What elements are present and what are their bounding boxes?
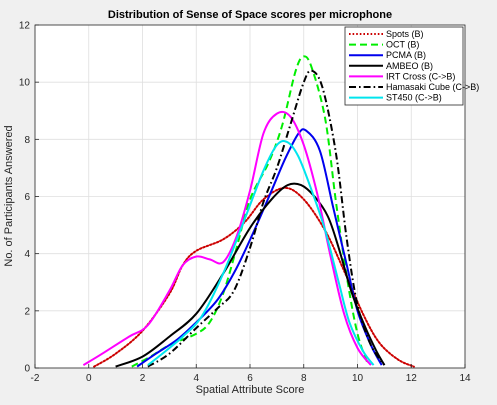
y-tick-label: 4: [24, 249, 30, 260]
y-tick-label: 2: [24, 306, 30, 317]
x-tick-label: 12: [406, 373, 418, 384]
x-axis-ticks: -2 0 2 4 6 8 10 12 14: [31, 364, 471, 384]
x-tick-label: 6: [247, 373, 253, 384]
legend-label-5: IRT Cross (C->B): [386, 71, 455, 81]
x-axis-label: Spatial Attribute Score: [196, 384, 305, 396]
series-line-6: [147, 69, 386, 368]
legend-label-4: AMBEO (B): [386, 61, 433, 71]
y-tick-label: 0: [24, 364, 30, 375]
series-line-5: [82, 110, 372, 366]
x-tick-label: -2: [31, 373, 40, 384]
y-tick-label: 10: [19, 78, 31, 89]
legend: Spots (B)OCT (B)PCMA (B)AMBEO (B)IRT Cro…: [344, 26, 479, 106]
y-tick-label: 8: [24, 135, 30, 146]
x-tick-label: 10: [352, 373, 364, 384]
legend-label-1: Spots (B): [386, 29, 424, 39]
legend-label-3: PCMA (B): [386, 50, 426, 60]
series-line-2: [131, 55, 370, 368]
y-axis-ticks: 0 2 4 6 8 10 12: [19, 21, 39, 375]
y-tick-label: 12: [19, 21, 31, 32]
series-line-3: [136, 128, 383, 368]
chart-title: Distribution of Sense of Space scores pe…: [108, 9, 392, 21]
x-tick-label: 2: [140, 373, 146, 384]
legend-label-6: Hamasaki Cube (C->B): [386, 82, 479, 92]
y-axis-label: No. of Participants Answered: [3, 125, 15, 266]
series-line-7: [147, 140, 375, 366]
y-tick-label: 6: [24, 192, 30, 203]
series-lines: [82, 55, 415, 368]
x-tick-label: 4: [193, 373, 199, 384]
x-tick-label: 14: [459, 373, 471, 384]
x-tick-label: 8: [301, 373, 307, 384]
legend-label-7: ST450 (C->B): [386, 93, 442, 103]
x-tick-label: 0: [86, 373, 92, 384]
legend-label-2: OCT (B): [386, 40, 419, 50]
